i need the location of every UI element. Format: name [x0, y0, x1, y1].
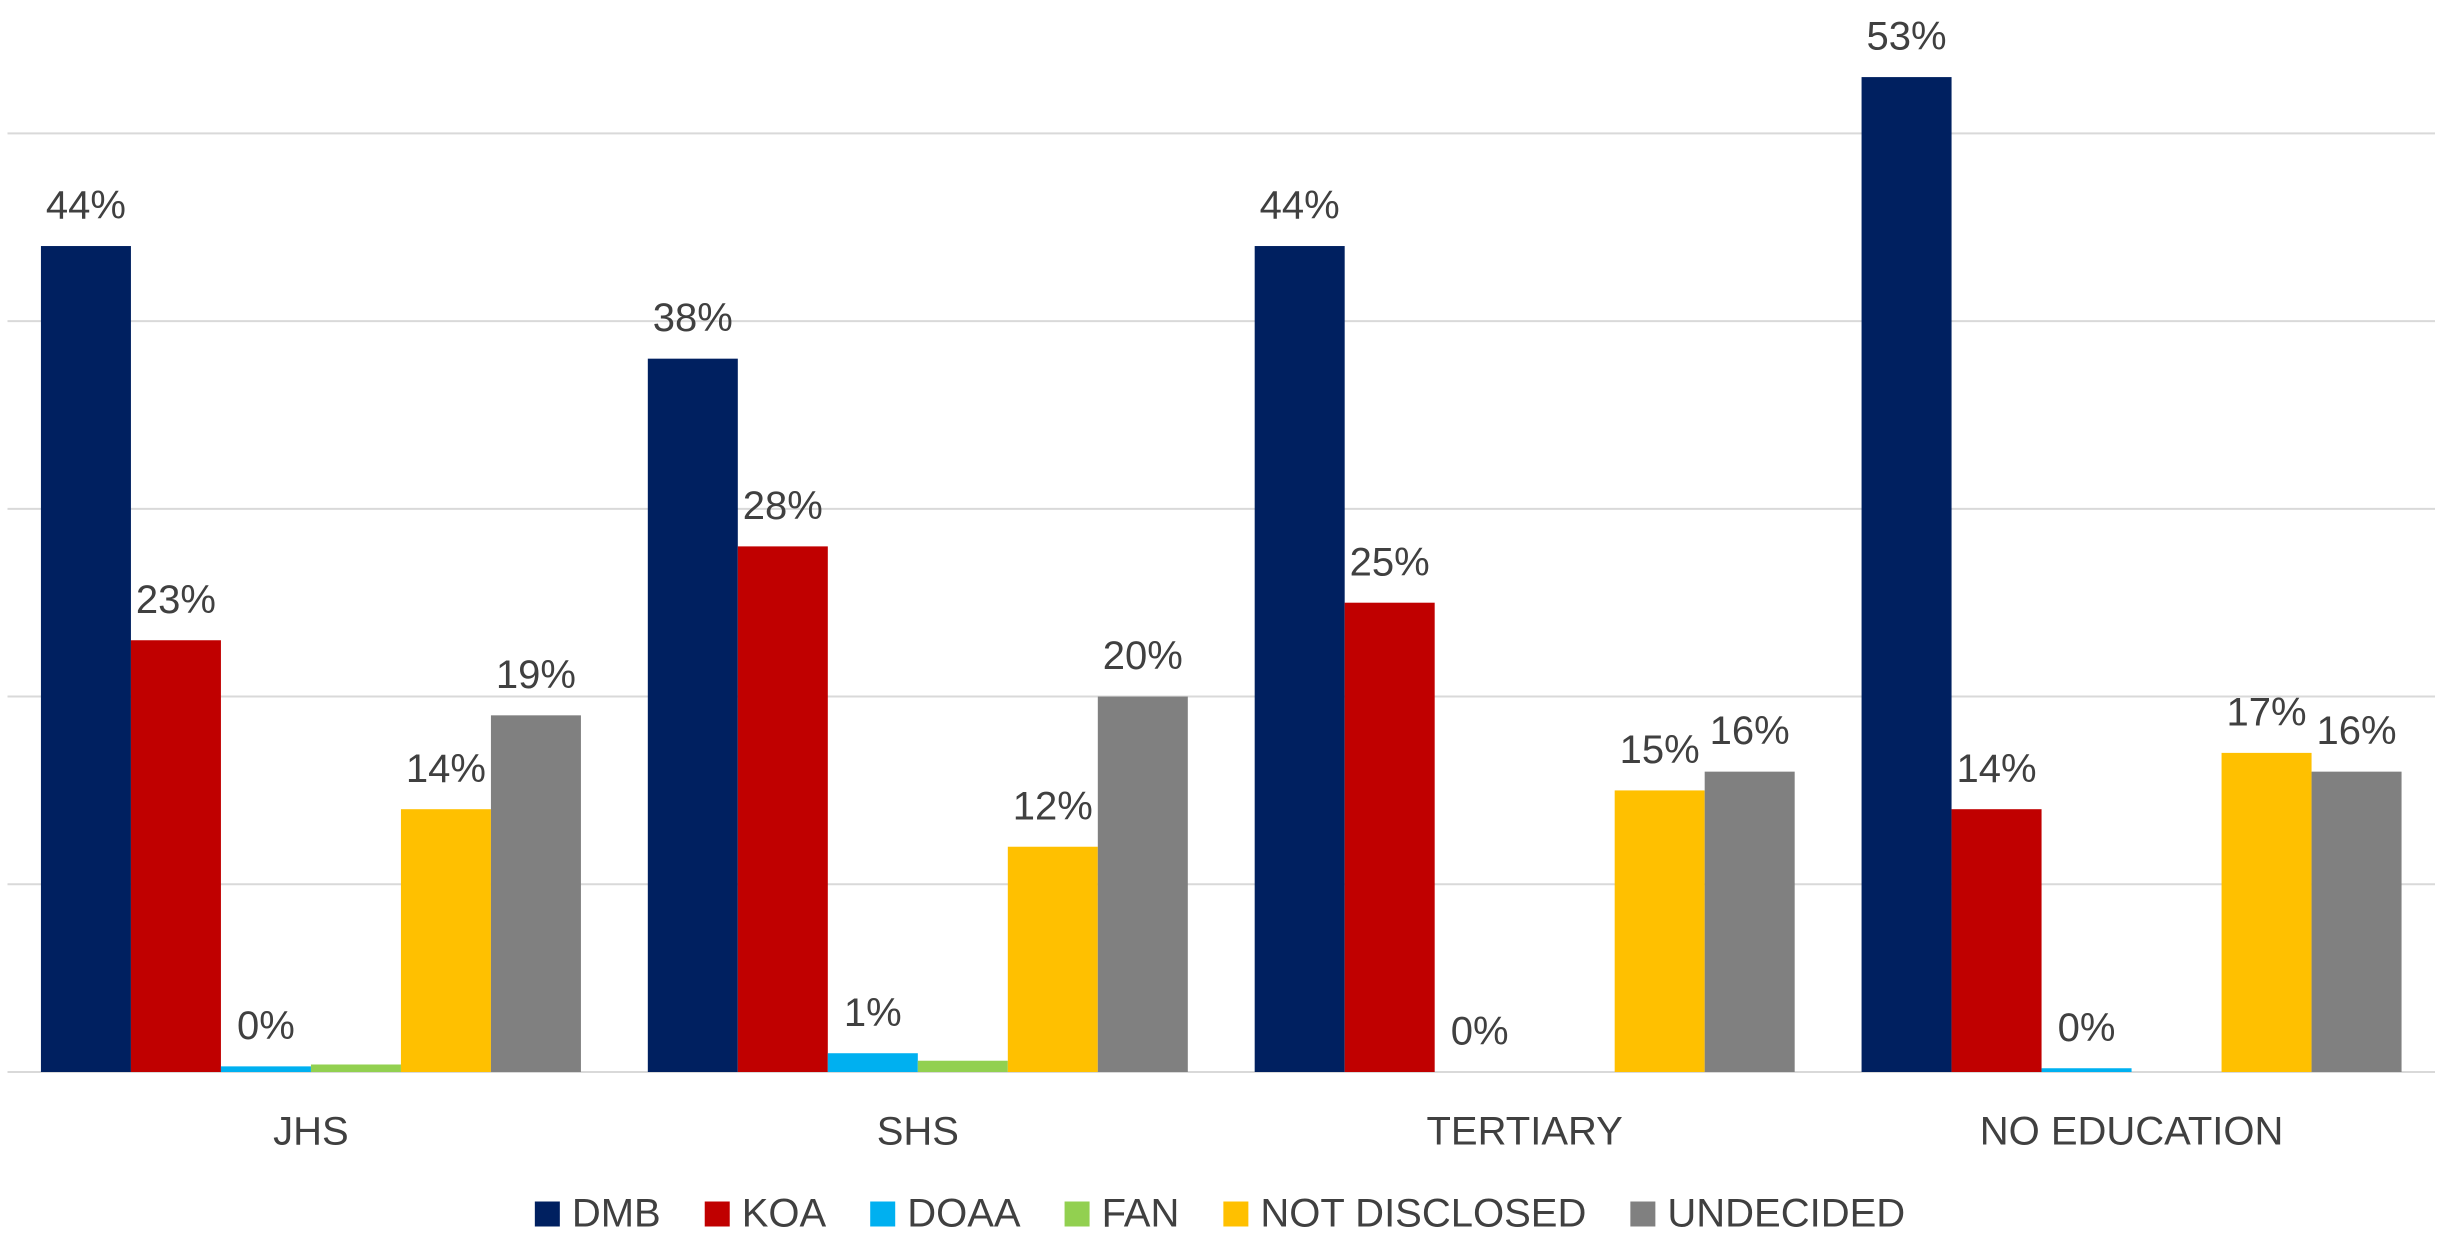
bar — [1951, 809, 2042, 1072]
bar — [917, 1060, 1008, 1072]
bar — [490, 715, 581, 1072]
bar — [2041, 1068, 2132, 1072]
data-label: 0% — [237, 1004, 295, 1048]
bar — [1097, 696, 1188, 1072]
data-label: 12% — [1013, 784, 1093, 828]
data-label: 20% — [1103, 634, 1183, 678]
legend-label: UNDECIDED — [1667, 1192, 1905, 1236]
legend-swatch — [1223, 1201, 1249, 1227]
legend-swatch — [534, 1201, 560, 1227]
legend-label: NOT DISCLOSED — [1260, 1192, 1586, 1236]
legend-swatch — [704, 1201, 730, 1227]
bar — [400, 809, 491, 1072]
data-label: 17% — [2227, 690, 2307, 734]
legend-label: DMB — [572, 1192, 661, 1236]
data-label: 44% — [1260, 184, 1340, 228]
data-label: 1% — [844, 991, 902, 1035]
data-label: 38% — [653, 296, 733, 340]
bar — [1344, 602, 1435, 1072]
data-label: 15% — [1620, 728, 1700, 772]
data-label: 23% — [136, 578, 216, 622]
bar — [220, 1066, 311, 1072]
x-tick-label: NO EDUCATION — [1980, 1110, 2284, 1154]
data-label: 25% — [1350, 540, 1430, 584]
legend-swatch — [1630, 1201, 1656, 1227]
bar — [1254, 246, 1345, 1072]
bar — [1007, 846, 1098, 1072]
bar — [1861, 77, 1952, 1073]
data-label: 16% — [2317, 709, 2397, 753]
legend-swatch — [1064, 1201, 1090, 1227]
bar — [1704, 771, 1795, 1072]
x-tick-label: SHS — [877, 1110, 959, 1154]
bar — [40, 246, 131, 1072]
x-tick-label: TERTIARY — [1427, 1110, 1623, 1154]
legend-label: DOAA — [907, 1192, 1021, 1236]
data-label: 44% — [46, 184, 126, 228]
data-label: 14% — [406, 747, 486, 791]
x-tick-label: JHS — [273, 1110, 349, 1154]
bar — [130, 640, 221, 1072]
bar — [2221, 752, 2312, 1072]
bar — [827, 1053, 918, 1072]
bar — [2311, 771, 2402, 1072]
data-label: 53% — [1867, 15, 1947, 59]
legend-swatch — [870, 1201, 896, 1227]
bar — [647, 358, 738, 1073]
legend-label: FAN — [1102, 1192, 1180, 1236]
bar — [737, 546, 828, 1072]
bar — [1614, 790, 1705, 1072]
data-label: 14% — [1957, 747, 2037, 791]
data-label: 19% — [496, 653, 576, 697]
legend-label: KOA — [742, 1192, 827, 1236]
bar — [310, 1064, 401, 1072]
data-label: 16% — [1710, 709, 1790, 753]
data-label: 28% — [743, 484, 823, 528]
data-label: 0% — [1451, 1010, 1509, 1054]
data-label: 0% — [2058, 1006, 2116, 1050]
